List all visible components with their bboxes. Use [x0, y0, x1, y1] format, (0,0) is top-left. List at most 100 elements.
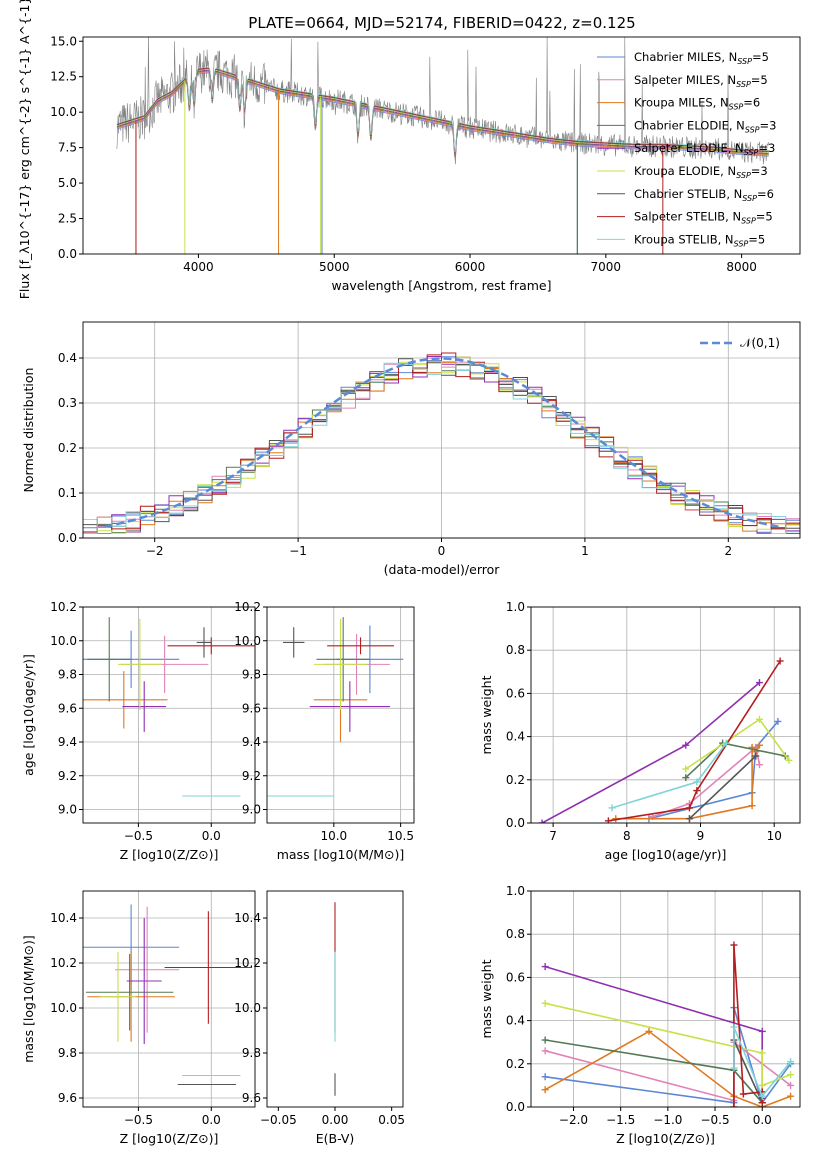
legend-entry-label: Kroupa MILES, NSSP=6 — [634, 96, 760, 112]
weight-vs-metallicity-panel: −2.0 −1.5 −1.0 −0.5 0.0 0.0 0.2 0.4 0.6 0.8 1.0 Z [… — [479, 884, 801, 1146]
spectrum-panel: 4000 5000 6000 7000 8000 0.0 2.5 5.0 7.5 10.0 12.5… — [17, 0, 801, 299]
x-tick-label: 7000 — [591, 260, 622, 274]
y-tick-label: 0.8 — [506, 927, 525, 941]
x-tick-label: 1 — [581, 544, 589, 558]
y-axis-label: mass [log10(M/M⊙)] — [21, 935, 36, 1063]
y-tick-label: 12.5 — [50, 70, 77, 84]
x-axis-label: E(B-V) — [316, 1131, 355, 1146]
y-axis-label: mass weight — [479, 959, 494, 1038]
mass-vs-ebv-panel: −0.05 0.00 0.05 9.6 9.8 10.0 10.2 10.4 E(B-V) — [234, 890, 405, 1146]
y-tick-label: 10.2 — [234, 600, 261, 614]
y-tick-label: 10.0 — [234, 1001, 261, 1015]
legend-entry-label: 𝒩(0,1) — [740, 336, 780, 350]
mass-weight-line — [608, 660, 781, 822]
model-spectrum-line — [116, 71, 769, 157]
y-tick-label: 5.0 — [58, 176, 77, 190]
plot-area — [83, 904, 253, 1086]
x-tick-label: −0.5 — [124, 829, 153, 843]
y-tick-label: 0.0 — [58, 247, 77, 261]
x-tick-label: 0 — [438, 544, 446, 558]
x-tick-label: −1 — [289, 544, 307, 558]
legend-entry-label: Kroupa STELIB, NSSP=5 — [634, 232, 765, 248]
x-tick-label: 7 — [549, 829, 557, 843]
legend-entry-label: Salpeter ELODIE, NSSP=3 — [634, 141, 775, 157]
age-vs-metallicity-panel: −0.5 0.0 9.0 9.2 9.4 9.6 9.8 10.0 10.2 Z [log10(Z… — [21, 600, 256, 862]
y-axis-label: Flux [f_λ10^{-17} erg cm^{-2} s^{-1} A^{… — [17, 0, 32, 299]
axes-frame — [82, 890, 256, 1108]
x-tick-label: 0.05 — [378, 1113, 405, 1127]
x-axis-label: Z [log10(Z/Z⊙)] — [120, 1131, 219, 1146]
normal-curve-line — [104, 357, 779, 528]
y-tick-label: 2.5 — [58, 212, 77, 226]
y-tick-label: 9.0 — [242, 803, 261, 817]
legend-entry-label: Kroupa ELODIE, NSSP=3 — [634, 164, 768, 180]
x-tick-label: 4000 — [183, 260, 214, 274]
axes-frame — [82, 36, 801, 255]
x-axis-label: Z [log10(Z/Z⊙)] — [120, 847, 219, 862]
y-tick-label: 9.8 — [242, 1046, 261, 1060]
legend-entry-label: Salpeter MILES, NSSP=5 — [634, 73, 768, 89]
y-tick-label: 10.4 — [50, 911, 77, 925]
y-tick-label: 0.0 — [506, 1100, 525, 1114]
plot-area — [267, 617, 404, 797]
x-tick-label: 0.00 — [322, 1113, 349, 1127]
y-tick-label: 10.4 — [234, 911, 261, 925]
y-tick-label: 1.0 — [506, 884, 525, 898]
x-tick-label: 10 — [767, 829, 782, 843]
y-tick-label: 0.0 — [58, 531, 77, 545]
weight-vs-age-panel: 7 8 9 10 0.0 0.2 0.4 0.6 0.8 1.0 age [log10(age/yr… — [479, 600, 801, 862]
y-tick-label: 9.8 — [58, 668, 77, 682]
y-tick-label: 9.8 — [58, 1046, 77, 1060]
y-tick-label: 0.4 — [506, 1014, 525, 1028]
y-tick-label: 0.2 — [506, 773, 525, 787]
model-spectrum-line — [116, 70, 769, 157]
y-tick-label: 15.0 — [50, 34, 77, 48]
plot-area — [83, 352, 800, 534]
y-tick-label: 10.0 — [50, 634, 77, 648]
y-tick-label: 10.2 — [50, 956, 77, 970]
y-axis-label: age [log10(age/yr)] — [21, 654, 36, 776]
x-tick-label: −0.5 — [700, 1113, 729, 1127]
mass-weight-line — [541, 681, 761, 823]
y-tick-label: 9.0 — [58, 803, 77, 817]
y-axis-label: mass weight — [479, 675, 494, 754]
y-tick-label: 0.0 — [506, 816, 525, 830]
x-tick-label: 0.0 — [202, 1113, 221, 1127]
residual-histogram-line — [83, 361, 800, 534]
y-tick-label: 0.4 — [58, 351, 77, 365]
x-axis-label: Z [log10(Z/Z⊙)] — [616, 1131, 715, 1146]
x-tick-label: 8 — [623, 829, 631, 843]
y-tick-label: 7.5 — [58, 141, 77, 155]
model-spectrum-line — [116, 72, 769, 159]
y-tick-label: 1.0 — [506, 600, 525, 614]
y-tick-label: 10.2 — [234, 956, 261, 970]
y-tick-label: 9.4 — [242, 735, 261, 749]
y-tick-label: 10.0 — [234, 634, 261, 648]
x-tick-label: 0.0 — [753, 1113, 772, 1127]
plot-area — [541, 941, 795, 1107]
y-tick-label: 0.2 — [58, 441, 77, 455]
age-vs-mass-panel: 10.0 10.5 9.0 9.2 9.4 9.6 9.8 10.0 10.2 mass [log… — [234, 600, 415, 862]
mass-weight-line — [648, 720, 779, 820]
residuals-panel: −2 −1 0 1 2 0.0 0.1 0.2 0.3 0.4 (data-model)/error… — [21, 321, 801, 577]
y-tick-label: 0.1 — [58, 486, 77, 500]
y-tick-label: 9.6 — [242, 1091, 261, 1105]
y-tick-label: 9.2 — [242, 769, 261, 783]
mass-vs-metallicity-panel: −0.5 0.0 9.6 9.8 10.0 10.2 10.4 Z [log10(Z/Z⊙)]… — [21, 890, 256, 1146]
y-tick-label: 10.0 — [50, 105, 77, 119]
legend-entry-label: Chabrier ELODIE, NSSP=3 — [634, 118, 776, 134]
y-tick-label: 9.6 — [242, 701, 261, 715]
legend-entry-label: Chabrier MILES, NSSP=5 — [634, 50, 769, 66]
mass-weight-line — [733, 944, 763, 1107]
x-tick-label: −2 — [146, 544, 164, 558]
x-axis-label: wavelength [Angstrom, rest frame] — [331, 278, 551, 293]
x-tick-label: 9 — [697, 829, 705, 843]
residual-histogram-line — [83, 352, 800, 534]
x-tick-label: −2.0 — [559, 1113, 588, 1127]
model-spectrum-line — [116, 69, 769, 156]
y-tick-label: 0.2 — [506, 1057, 525, 1071]
x-axis-label: (data-model)/error — [384, 562, 501, 577]
y-tick-label: 9.2 — [58, 769, 77, 783]
x-axis-label: mass [log10(M/M⊙)] — [277, 847, 405, 862]
